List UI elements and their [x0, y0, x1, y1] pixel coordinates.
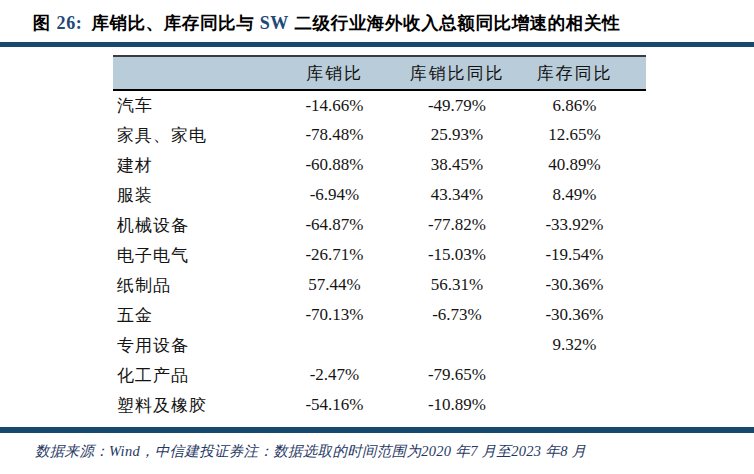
- table-row: 服装 -6.94% 43.34% 8.49%: [113, 180, 646, 210]
- table-row: 机械设备 -64.87% -77.82% -33.92%: [113, 210, 646, 240]
- inventory-yoy-cell: 8.49%: [516, 180, 646, 210]
- table-header-row: 库销比 库销比同比 库存同比: [113, 56, 646, 90]
- source-note: 数据来源：Wind，中信建投证券注：数据选取的时间范围为2020 年7 月至20…: [35, 442, 754, 461]
- inventory-sales-ratio-cell: -60.88%: [271, 150, 398, 180]
- figure-title-text-2: 二级行业海外收入总额同比增速的相关性: [289, 13, 620, 33]
- figure-title-sw-label: SW: [260, 13, 289, 33]
- table-row: 建材 -60.88% 38.45% 40.89%: [113, 150, 646, 180]
- inventory-sales-ratio-cell: [271, 330, 398, 360]
- table-row: 纸制品 57.44% 56.31% -30.36%: [113, 270, 646, 300]
- industry-name-cell: 建材: [113, 150, 271, 180]
- column-header-inventory-sales-ratio: 库销比: [271, 56, 398, 90]
- table-row: 塑料及橡胶 -54.16% -10.89%: [113, 390, 646, 420]
- inventory-sales-ratio-yoy-cell: -79.65%: [398, 360, 516, 390]
- industry-name-cell: 五金: [113, 300, 271, 330]
- inventory-sales-ratio-cell: -6.94%: [271, 180, 398, 210]
- inventory-yoy-cell: [516, 360, 646, 390]
- inventory-yoy-cell: -33.92%: [516, 210, 646, 240]
- column-header-industry-blank: [113, 56, 271, 90]
- report-figure: 图 26: 库销比、库存同比与 SW 二级行业海外收入总额同比增速的相关性 库销比…: [0, 11, 754, 461]
- inventory-sales-ratio-yoy-cell: -15.03%: [398, 240, 516, 270]
- inventory-sales-ratio-cell: -70.13%: [271, 300, 398, 330]
- industry-name-cell: 汽车: [113, 90, 271, 120]
- column-header-inventory-sales-ratio-yoy: 库销比同比: [398, 56, 516, 90]
- inventory-sales-ratio-yoy-cell: 38.45%: [398, 150, 516, 180]
- table-row: 汽车 -14.66% -49.79% 6.86%: [113, 90, 646, 120]
- inventory-yoy-cell: 9.32%: [516, 330, 646, 360]
- inventory-sales-ratio-cell: -14.66%: [271, 90, 398, 120]
- inventory-sales-ratio-cell: -54.16%: [271, 390, 398, 420]
- inventory-sales-ratio-yoy-cell: 25.93%: [398, 120, 516, 150]
- industry-name-cell: 塑料及橡胶: [113, 390, 271, 420]
- inventory-sales-ratio-cell: 57.44%: [271, 270, 398, 300]
- industry-name-cell: 纸制品: [113, 270, 271, 300]
- correlation-table: 库销比 库销比同比 库存同比 汽车 -14.66% -49.79% 6.86% …: [113, 55, 646, 420]
- inventory-yoy-cell: -30.36%: [516, 300, 646, 330]
- figure-title: 图 26: 库销比、库存同比与 SW 二级行业海外收入总额同比增速的相关性: [33, 11, 754, 35]
- inventory-sales-ratio-yoy-cell: -10.89%: [398, 390, 516, 420]
- industry-name-cell: 专用设备: [113, 330, 271, 360]
- figure-number: 26:: [57, 13, 83, 33]
- table-row: 电子电气 -26.71% -15.03% -19.54%: [113, 240, 646, 270]
- inventory-yoy-cell: -19.54%: [516, 240, 646, 270]
- inventory-sales-ratio-yoy-cell: 56.31%: [398, 270, 516, 300]
- table-row: 家具、家电 -78.48% 25.93% 12.65%: [113, 120, 646, 150]
- figure-title-text-1: 库销比、库存同比与: [91, 13, 259, 33]
- column-header-inventory-yoy: 库存同比: [516, 56, 646, 90]
- inventory-sales-ratio-yoy-cell: [398, 330, 516, 360]
- industry-name-cell: 机械设备: [113, 210, 271, 240]
- table-body: 汽车 -14.66% -49.79% 6.86% 家具、家电 -78.48% 2…: [113, 90, 646, 420]
- inventory-yoy-cell: 6.86%: [516, 90, 646, 120]
- inventory-sales-ratio-cell: -26.71%: [271, 240, 398, 270]
- industry-name-cell: 电子电气: [113, 240, 271, 270]
- table-row: 五金 -70.13% -6.73% -30.36%: [113, 300, 646, 330]
- inventory-yoy-cell: 12.65%: [516, 120, 646, 150]
- industry-name-cell: 服装: [113, 180, 271, 210]
- inventory-yoy-cell: [516, 390, 646, 420]
- bottom-divider-rule: [0, 427, 754, 433]
- inventory-yoy-cell: -30.36%: [516, 270, 646, 300]
- correlation-table-wrap: 库销比 库销比同比 库存同比 汽车 -14.66% -49.79% 6.86% …: [113, 55, 646, 420]
- inventory-sales-ratio-yoy-cell: -77.82%: [398, 210, 516, 240]
- table-row: 专用设备 9.32%: [113, 330, 646, 360]
- inventory-sales-ratio-cell: -64.87%: [271, 210, 398, 240]
- inventory-sales-ratio-yoy-cell: -6.73%: [398, 300, 516, 330]
- inventory-yoy-cell: 40.89%: [516, 150, 646, 180]
- inventory-sales-ratio-yoy-cell: -49.79%: [398, 90, 516, 120]
- inventory-sales-ratio-cell: -78.48%: [271, 120, 398, 150]
- table-row: 化工产品 -2.47% -79.65%: [113, 360, 646, 390]
- figure-title-prefix: 图: [33, 13, 51, 33]
- title-divider-rule: [0, 42, 754, 47]
- industry-name-cell: 化工产品: [113, 360, 271, 390]
- inventory-sales-ratio-yoy-cell: 43.34%: [398, 180, 516, 210]
- inventory-sales-ratio-cell: -2.47%: [271, 360, 398, 390]
- industry-name-cell: 家具、家电: [113, 120, 271, 150]
